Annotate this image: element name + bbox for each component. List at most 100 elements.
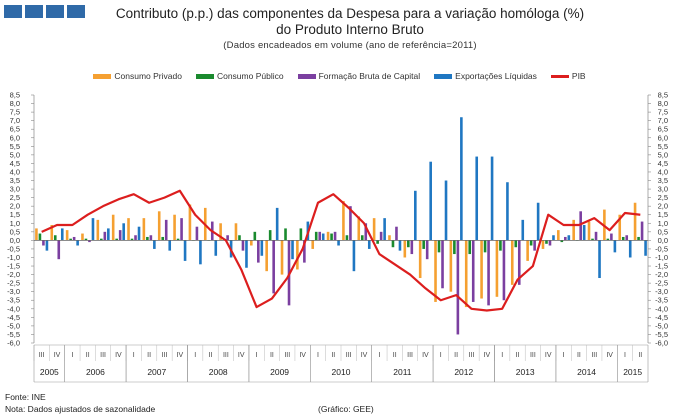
x-tick-label-quarter: II — [393, 352, 397, 359]
bar — [364, 223, 368, 241]
y-tick-label-left: 4,0 — [10, 167, 20, 176]
x-tick-label-quarter: IV — [606, 352, 613, 359]
y-tick-label-right: -2,5 — [655, 279, 668, 288]
y-tick-label-right: -2,0 — [655, 270, 668, 279]
y-tick-label-left: -2,0 — [7, 270, 20, 279]
bar — [349, 206, 352, 241]
y-tick-label-right: -0,5 — [655, 244, 668, 253]
series-line-pib — [41, 189, 641, 312]
bar — [610, 233, 613, 241]
x-tick-label-quarter: I — [378, 352, 380, 359]
bar — [241, 240, 245, 251]
x-tick-label-quarter: IV — [484, 352, 491, 359]
bar — [560, 240, 564, 243]
x-tick-label-year: 2011 — [393, 367, 412, 377]
bar — [38, 233, 42, 241]
bar — [146, 236, 149, 241]
bar — [587, 221, 591, 241]
x-tick-label-quarter: II — [270, 352, 274, 359]
x-tick-label-quarter: II — [147, 352, 151, 359]
bar — [275, 207, 279, 241]
bar — [644, 240, 647, 256]
bar — [403, 240, 407, 258]
bar — [111, 214, 115, 241]
y-tick-label-right: 0,0 — [658, 236, 668, 245]
bar — [425, 240, 429, 260]
y-tick-label-left: 0,5 — [10, 227, 20, 236]
x-tick-label-year: 2009 — [270, 367, 289, 377]
x-tick-label-year: 2012 — [454, 367, 473, 377]
y-tick-label-left: 1,5 — [10, 210, 20, 219]
bar — [173, 214, 176, 241]
bar — [118, 230, 122, 241]
legend-item: Exportações Líquidas — [434, 71, 537, 81]
y-tick-label-left: 5,0 — [10, 150, 20, 159]
bar — [372, 218, 376, 241]
legend-item: Formação Bruta de Capital — [297, 71, 420, 81]
y-tick-label-left: 3,5 — [10, 176, 20, 185]
bar — [633, 202, 637, 241]
y-tick-label-right: 6,0 — [658, 133, 668, 142]
bar — [103, 231, 107, 241]
y-tick-label-left: 2,0 — [10, 202, 20, 211]
bar — [45, 240, 49, 251]
bar — [572, 219, 575, 241]
y-tick-label-right: 0,5 — [658, 227, 668, 236]
x-tick-label-year: 2007 — [147, 367, 166, 377]
legend-swatch — [195, 73, 214, 79]
bar — [81, 233, 84, 241]
legend-item: Consumo Privado — [93, 71, 182, 81]
x-tick-label-quarter: III — [100, 352, 106, 359]
y-tick-label-left: 3,0 — [10, 185, 20, 194]
bar — [188, 204, 192, 241]
y-tick-label-right: -5,5 — [655, 330, 668, 339]
y-tick-label-left: 0,0 — [10, 236, 20, 245]
bar — [280, 240, 284, 275]
footer-note: Nota: Dados ajustados de sazonalidade — [5, 404, 156, 414]
logo-square — [25, 5, 43, 18]
y-tick-label-left: -4,0 — [7, 304, 20, 313]
bar — [122, 223, 125, 241]
y-tick-label-left: -5,0 — [7, 321, 20, 330]
bar — [303, 240, 306, 263]
y-tick-label-left: 8,0 — [10, 99, 20, 108]
bar — [50, 224, 54, 241]
bar — [514, 240, 518, 248]
x-tick-label-quarter: II — [209, 352, 213, 359]
y-tick-label-right: 5,5 — [658, 142, 668, 151]
bar — [314, 231, 318, 241]
x-tick-label-quarter: II — [454, 352, 458, 359]
y-tick-label-right: -4,0 — [655, 304, 668, 313]
bar — [330, 233, 333, 241]
bar — [407, 240, 410, 248]
chart-legend: Consumo Privado Consumo Público Formação B… — [0, 71, 679, 81]
x-tick-label-quarter: II — [638, 352, 642, 359]
bar — [76, 240, 79, 246]
bar — [480, 240, 483, 299]
x-tick-label-quarter: II — [577, 352, 581, 359]
bar — [379, 231, 383, 241]
x-tick-label-quarter: I — [194, 352, 196, 359]
legend-item: Consumo Público — [195, 71, 284, 81]
legend-label: Consumo Privado — [114, 71, 182, 81]
x-tick-label-quarter: III — [591, 352, 597, 359]
bar — [391, 240, 395, 248]
bar — [376, 240, 379, 244]
x-tick-label-quarter: II — [86, 352, 90, 359]
y-tick-label-right: 1,0 — [658, 219, 668, 228]
bar — [199, 240, 202, 265]
bar — [628, 240, 632, 258]
x-tick-label-quarter: I — [133, 352, 135, 359]
x-tick-label-quarter: IV — [361, 352, 368, 359]
x-tick-label-quarter: III — [530, 352, 536, 359]
x-tick-label-quarter: IV — [115, 352, 122, 359]
bar — [176, 238, 180, 241]
bar — [272, 240, 275, 294]
bar — [42, 240, 45, 246]
bar — [96, 219, 100, 241]
y-tick-label-left: -2,5 — [7, 279, 20, 288]
bar — [260, 240, 264, 256]
bar — [418, 240, 422, 279]
y-tick-label-right: -1,5 — [655, 262, 668, 271]
x-tick-label-quarter: III — [284, 352, 290, 359]
